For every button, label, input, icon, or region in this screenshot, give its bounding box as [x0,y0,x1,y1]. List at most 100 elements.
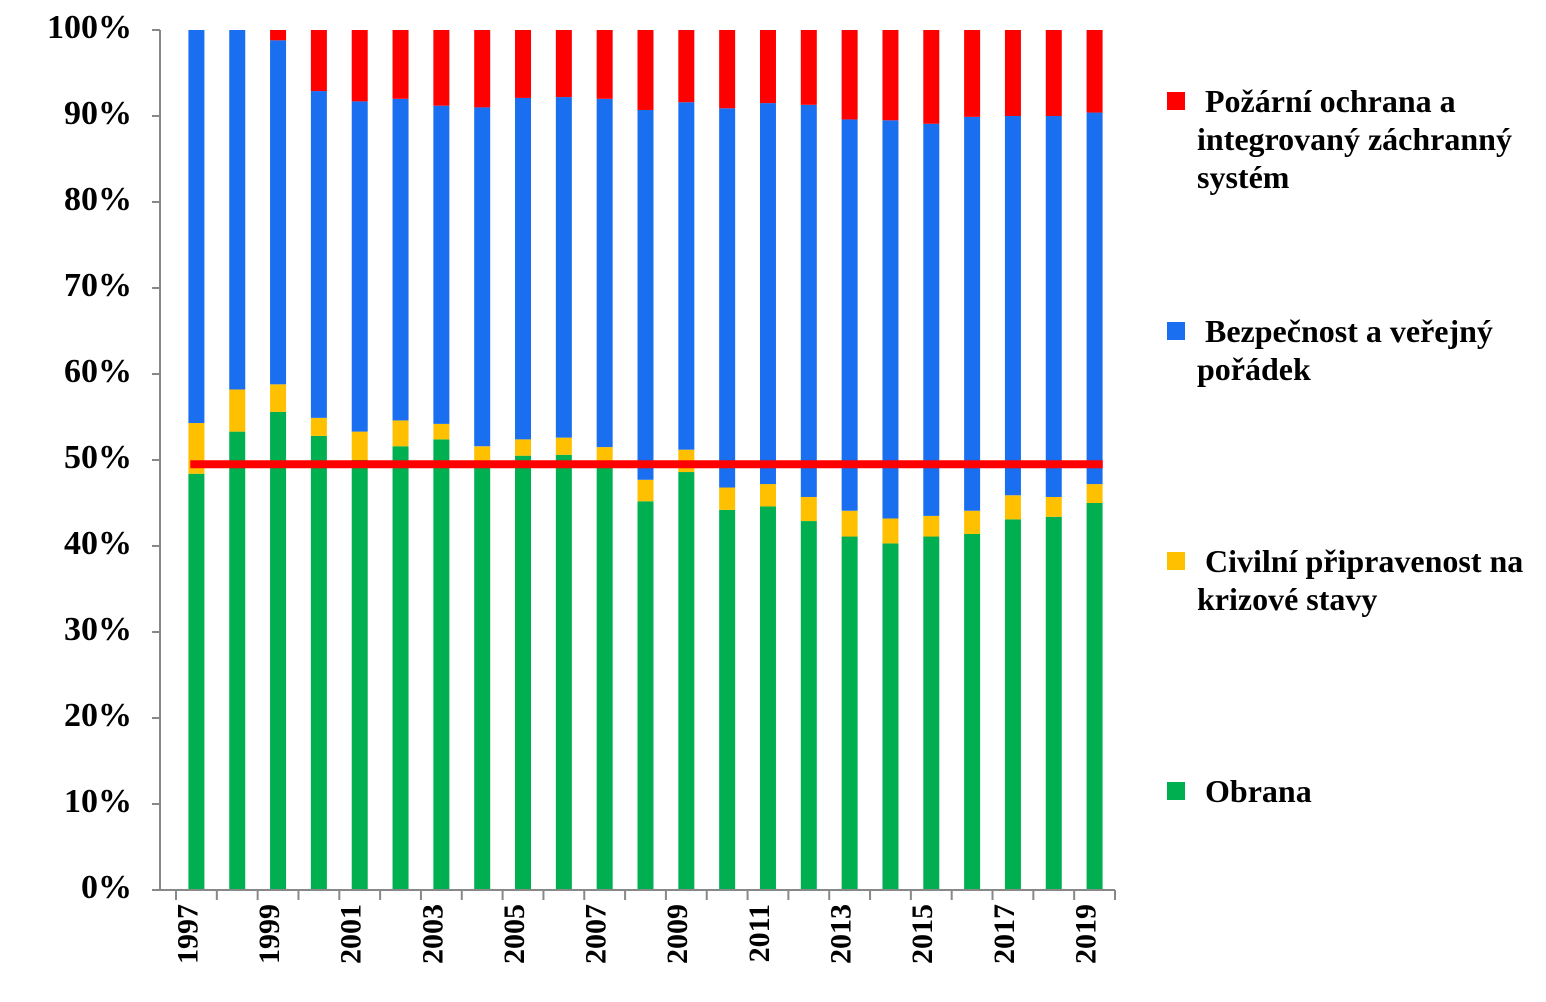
x-tick-label: 2005 [498,904,531,964]
bar-segment [351,431,368,460]
bar-segment [759,506,776,890]
bar-segment [678,472,695,890]
bar-segment [555,30,572,98]
y-tick-label: 80% [64,181,132,218]
y-tick-label: 30% [64,611,132,648]
bar-segment [270,40,287,385]
y-tick-label: 10% [64,783,132,820]
bar-segment [841,119,858,511]
x-tick-label: 1999 [253,904,286,964]
bar-segment [270,411,287,890]
bar-segment [923,30,940,124]
bar-segment [1004,519,1021,890]
bar-segment [229,389,246,432]
bar-segment [596,447,613,462]
bar-segment [1004,30,1021,116]
bar-segment [759,484,776,507]
bar-segment [433,105,450,424]
bar-segment [964,533,981,890]
y-tick-label: 70% [64,267,132,304]
bar-segment [678,30,695,103]
x-tick-label: 2015 [906,904,939,964]
bar-segment [392,446,409,890]
bar-segment [964,510,981,534]
bar-segment [1045,30,1062,116]
bar-segment [596,461,613,890]
bar-segment [433,423,450,440]
legend-label: Civilní připravenost na krizové stavy [1197,543,1524,617]
legend-label: Požární ochrana a integrovaný záchranný … [1197,83,1512,195]
y-tick-label: 90% [64,95,132,132]
bar-segment [188,473,205,890]
bar-segment [555,454,572,890]
bar-segment [637,479,654,502]
y-tick-label: 0% [81,869,132,906]
bar-segment [310,417,327,436]
bar-segment [841,30,858,120]
bar-segment [1045,496,1062,517]
x-tick-label: 2019 [1069,904,1102,964]
bar-segment [270,30,287,41]
x-tick-label: 2009 [661,904,694,964]
legend-swatch [1167,782,1185,800]
bar-segment [515,30,532,98]
bar-segment [351,101,368,432]
bar-segment [474,107,491,447]
bar-segment [1045,516,1062,890]
x-tick-label: 2003 [416,904,449,964]
x-tick-label: 2011 [743,904,776,962]
bar-segment [882,120,899,519]
bar-segment [310,435,327,890]
bar-segment [433,30,450,106]
bar-segment [433,439,450,890]
bar-segment [310,30,327,92]
bar-segment [719,487,736,510]
bar-segment [515,439,532,456]
y-tick-label: 100% [47,9,132,46]
bar-segment [841,510,858,537]
bar-segment [229,431,246,890]
legend-item: Bezpečnost a veřejný pořádek [1165,312,1525,388]
y-tick-label: 40% [64,525,132,562]
bar-segment [229,30,246,390]
bar-segment [270,384,287,412]
bar-segment [719,30,736,109]
x-tick-label: 2013 [825,904,858,964]
legend-swatch [1167,552,1185,570]
bar-segment [800,30,817,105]
bar-segment [1086,112,1103,485]
bar-segment [1004,116,1021,496]
legend-swatch [1167,322,1185,340]
y-tick-label: 20% [64,697,132,734]
bar-segment [515,97,532,440]
bar-segment [719,108,736,488]
x-tick-label: 1997 [171,904,204,964]
bar-segment [637,501,654,890]
bar-segment [1004,495,1021,520]
bar-segment [882,543,899,890]
legend-label: Bezpečnost a veřejný pořádek [1197,313,1493,387]
bar-segment [1086,484,1103,503]
legend-item: Požární ochrana a integrovaný záchranný … [1165,82,1525,196]
bar-segment [923,515,940,537]
x-tick-label: 2017 [988,904,1021,964]
legend-swatch [1167,92,1185,110]
bar-segment [596,98,613,448]
bar-segment [882,518,899,544]
bar-segment [555,437,572,455]
x-tick-label: 2001 [335,904,368,964]
bar-segment [310,91,327,418]
bar-segment [392,30,409,99]
bar-segment [841,536,858,890]
bar-segment [555,97,572,438]
x-tick-label: 2007 [580,904,613,964]
bar-segment [392,98,409,421]
bar-segment [678,102,695,450]
legend-item: Obrana [1165,772,1525,810]
bar-segment [515,455,532,890]
bar-segment [923,123,940,516]
bar-segment [759,30,776,104]
legend-item: Civilní připravenost na krizové stavy [1165,542,1525,618]
legend-label: Obrana [1205,773,1312,809]
